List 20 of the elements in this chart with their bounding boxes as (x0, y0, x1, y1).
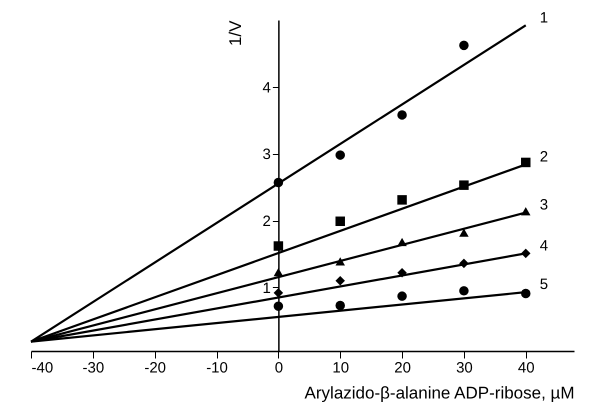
series-label: 4 (540, 237, 548, 254)
x-tick-label: -10 (206, 360, 228, 376)
y-axis-title: 1/V (226, 20, 245, 46)
x-tick-label: 10 (332, 360, 350, 376)
x-tick-label: 20 (394, 360, 411, 376)
series-label: 2 (540, 148, 548, 166)
x-axis-title: Arylazido-β-alanine ADP-ribose, µM (304, 384, 574, 402)
x-tick-label: -40 (32, 360, 54, 376)
y-tick-label: 4 (262, 79, 271, 96)
series-label: 1 (540, 9, 548, 26)
series-label: 5 (540, 276, 548, 294)
x-tick-label: 30 (456, 360, 473, 376)
x-tick-label: 0 (274, 360, 284, 376)
y-tick-label: 3 (262, 146, 271, 164)
series-label: 3 (540, 196, 548, 214)
y-tick-label: 2 (262, 213, 271, 230)
x-tick-label: 40 (518, 360, 535, 376)
x-tick-label: -30 (82, 360, 104, 376)
y-tick-label: 1 (262, 280, 271, 297)
x-tick-label: -20 (144, 360, 166, 376)
